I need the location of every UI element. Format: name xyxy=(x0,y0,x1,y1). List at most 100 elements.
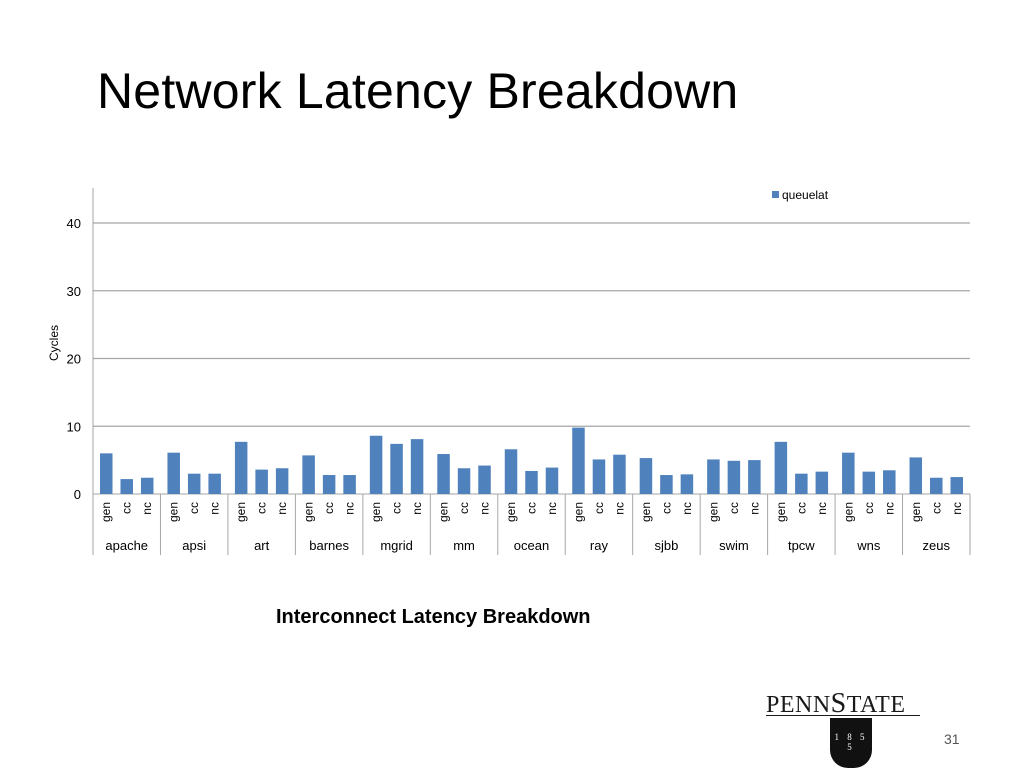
bar-apsi-gen xyxy=(167,452,180,494)
y-tick-label: 10 xyxy=(67,419,81,434)
x-group-label: apache xyxy=(105,538,148,553)
x-sub-label: nc xyxy=(612,502,626,515)
bar-sjbb-cc xyxy=(660,475,673,494)
x-sub-label: gen xyxy=(571,502,585,522)
bar-barnes-nc xyxy=(343,475,356,494)
x-sub-label: cc xyxy=(862,502,876,514)
x-sub-label: gen xyxy=(234,502,248,522)
logo-wordmark: PENNSTATE xyxy=(766,688,906,719)
bar-wns-cc xyxy=(862,471,876,494)
shield-icon: 1 8 5 5 xyxy=(830,718,872,768)
title: Network Latency Breakdown xyxy=(97,63,739,119)
bar-art-gen xyxy=(234,441,248,494)
bar-sjbb-gen xyxy=(639,458,653,494)
x-sub-label: gen xyxy=(774,502,788,522)
bar-art-nc xyxy=(275,468,289,494)
x-sub-label: cc xyxy=(390,502,404,514)
bar-ocean-gen xyxy=(504,449,518,494)
x-sub-label: nc xyxy=(275,502,289,515)
bar-swim-cc xyxy=(727,460,741,494)
bar-apache-cc xyxy=(120,479,133,494)
x-sub-label: gen xyxy=(909,502,923,522)
bar-ray-nc xyxy=(613,454,626,494)
x-sub-label: gen xyxy=(504,502,518,522)
bar-zeus-gen xyxy=(909,457,923,494)
x-sub-label: cc xyxy=(659,502,673,514)
bar-mm-gen xyxy=(437,454,450,494)
x-group-label: swim xyxy=(719,538,749,553)
x-sub-label: gen xyxy=(639,502,653,522)
x-sub-label: nc xyxy=(747,502,761,515)
logo-rule xyxy=(766,715,920,716)
x-sub-label: nc xyxy=(140,502,154,515)
x-sub-label: cc xyxy=(187,502,201,514)
x-sub-label: gen xyxy=(369,502,383,522)
y-tick-label: 0 xyxy=(74,487,81,502)
x-sub-label: gen xyxy=(167,502,181,522)
bar-barnes-gen xyxy=(302,455,315,494)
bar-barnes-cc xyxy=(322,475,336,494)
bar-tpcw-cc xyxy=(795,473,808,494)
y-tick-label: 40 xyxy=(67,216,81,231)
x-sub-label: nc xyxy=(545,502,559,515)
logo-year: 1 8 5 5 xyxy=(834,732,868,752)
x-sub-label: nc xyxy=(208,502,222,515)
bar-swim-nc xyxy=(748,460,761,494)
bar-wns-nc xyxy=(883,470,896,494)
bar-mm-nc xyxy=(478,465,491,494)
bar-tpcw-gen xyxy=(774,441,788,494)
page-number: 31 xyxy=(944,731,960,747)
x-group-label: ray xyxy=(590,538,609,553)
bar-swim-gen xyxy=(707,459,720,494)
x-sub-label: cc xyxy=(322,502,336,514)
x-sub-label: cc xyxy=(727,502,741,514)
x-group-label: mgrid xyxy=(380,538,413,553)
x-group-label: sjbb xyxy=(654,538,678,553)
x-sub-label: cc xyxy=(120,502,134,514)
x-group-label: wns xyxy=(856,538,881,553)
y-axis-label: Cycles xyxy=(47,325,61,361)
y-tick-label: 20 xyxy=(67,352,81,367)
bar-apache-nc xyxy=(140,477,154,494)
x-sub-label: cc xyxy=(794,502,808,514)
bar-wns-gen xyxy=(842,452,855,494)
x-sub-label: gen xyxy=(841,502,855,522)
chart-caption: Interconnect Latency Breakdown xyxy=(276,606,591,628)
bar-ocean-nc xyxy=(545,467,559,494)
legend-label: queuelat xyxy=(782,188,829,202)
x-sub-label: nc xyxy=(882,502,896,515)
legend-swatch xyxy=(772,191,779,198)
x-sub-label: gen xyxy=(302,502,316,522)
bar-ocean-cc xyxy=(525,470,538,494)
x-group-label: apsi xyxy=(182,538,206,553)
x-sub-label: gen xyxy=(437,502,451,522)
x-group-label: mm xyxy=(453,538,475,553)
pennstate-logo: PENNSTATE 1 8 5 5 xyxy=(766,688,926,768)
x-group-label: zeus xyxy=(923,538,951,553)
bar-apsi-nc xyxy=(208,473,221,494)
x-sub-label: nc xyxy=(478,502,492,515)
x-sub-label: gen xyxy=(99,502,113,522)
x-sub-label: nc xyxy=(410,502,424,515)
bar-apache-gen xyxy=(99,453,113,494)
x-sub-label: cc xyxy=(525,502,539,514)
bar-mgrid-cc xyxy=(390,443,403,494)
bar-apsi-cc xyxy=(187,473,201,494)
bar-tpcw-nc xyxy=(815,471,829,494)
x-sub-label: nc xyxy=(815,502,829,515)
x-group-label: barnes xyxy=(309,538,349,553)
x-sub-label: cc xyxy=(255,502,269,514)
x-sub-label: gen xyxy=(706,502,720,522)
bar-zeus-nc xyxy=(950,477,964,494)
bar-ray-gen xyxy=(572,427,585,494)
bar-zeus-cc xyxy=(930,477,943,494)
x-sub-label: nc xyxy=(950,502,964,515)
x-sub-label: nc xyxy=(680,502,694,515)
bar-sjbb-nc xyxy=(680,474,694,494)
x-group-label: art xyxy=(254,538,270,553)
bar-mgrid-nc xyxy=(410,439,424,494)
y-tick-label: 30 xyxy=(67,284,81,299)
x-sub-label: cc xyxy=(457,502,471,514)
bar-art-cc xyxy=(255,469,268,494)
